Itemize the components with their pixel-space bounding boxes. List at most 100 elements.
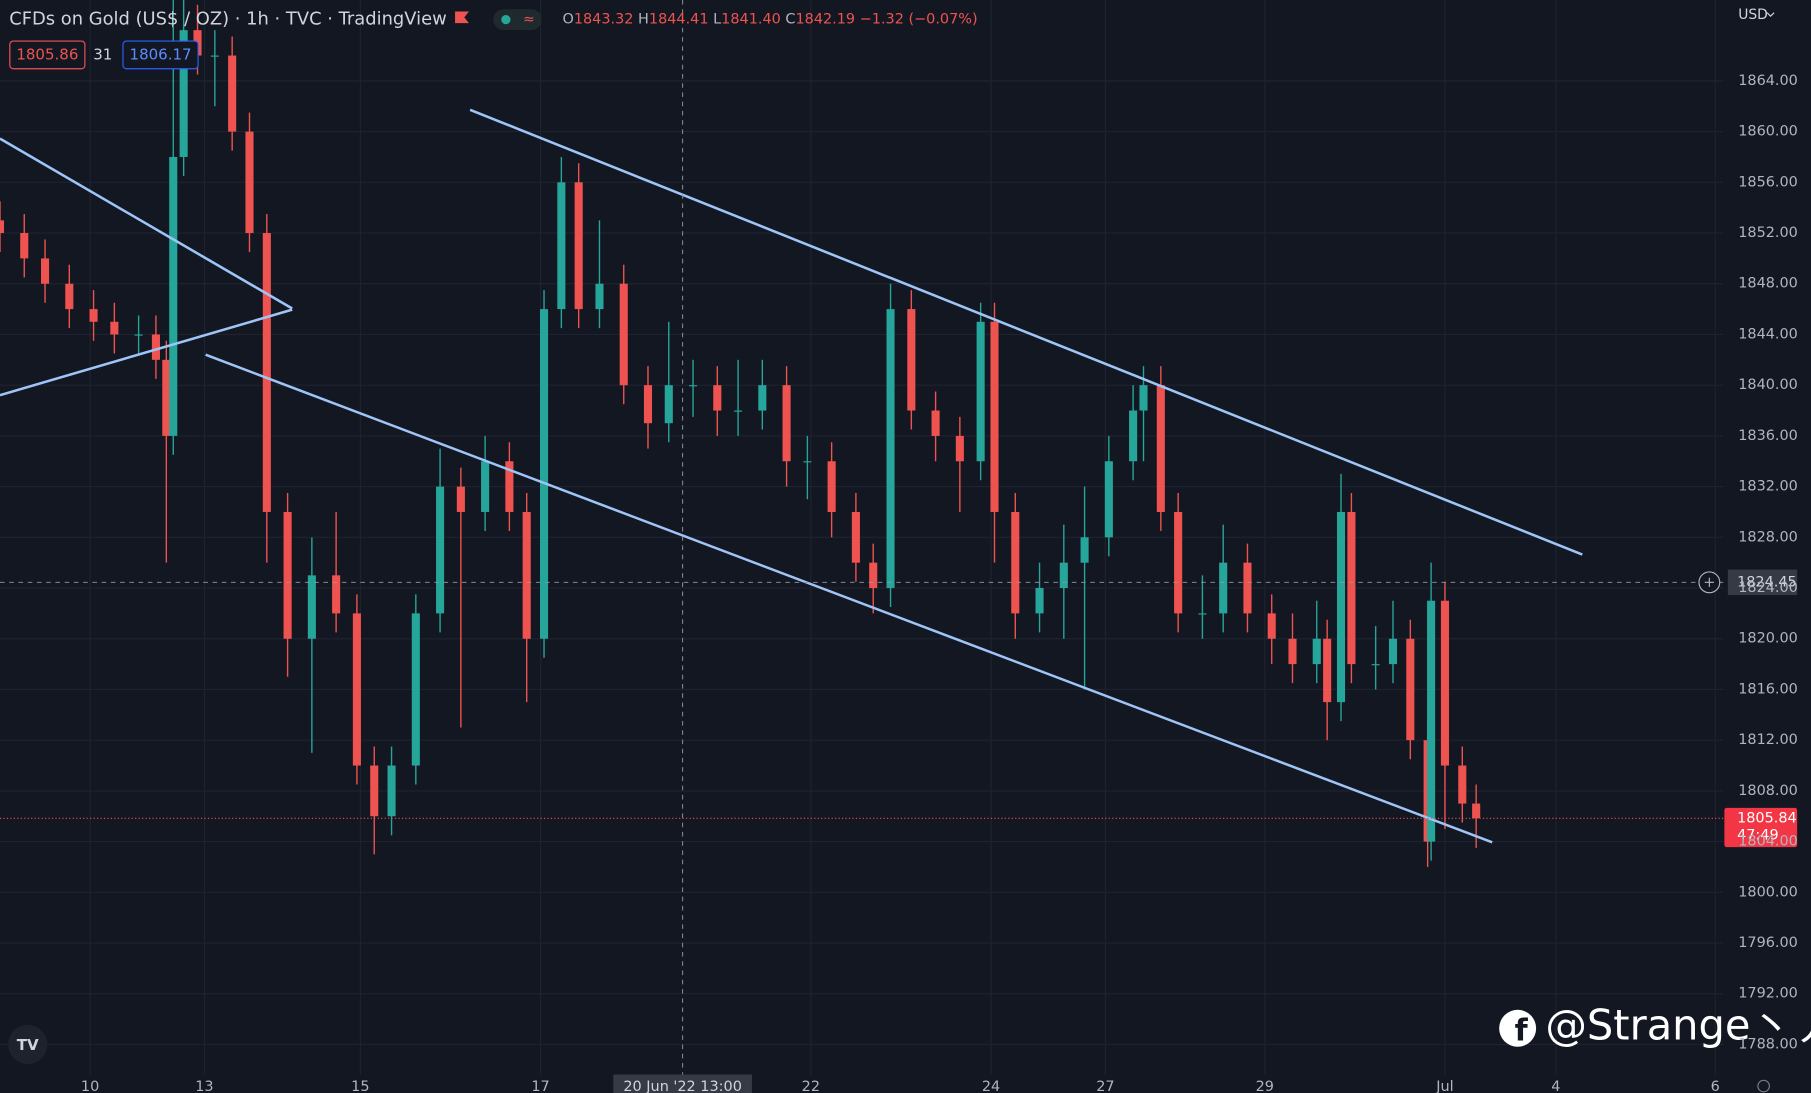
- ohlc-key: L: [713, 12, 721, 28]
- x-tick-label: 24: [982, 1079, 1000, 1093]
- trend-line[interactable]: [205, 353, 1493, 844]
- facebook-f: f: [1515, 1013, 1529, 1048]
- settings-icon[interactable]: [1757, 1079, 1770, 1093]
- candle-body: [976, 321, 985, 462]
- buy-button[interactable]: [122, 40, 199, 70]
- candle-body: [557, 182, 566, 310]
- y-tick-label: 1832.00: [1738, 479, 1798, 495]
- candle-body: [162, 359, 171, 436]
- y-tick-label: 1788.00: [1738, 1036, 1798, 1052]
- candle-body: [352, 613, 361, 766]
- crosshair-y-box: [1727, 569, 1798, 596]
- candle-body: [1440, 600, 1450, 766]
- candle-body: [332, 575, 341, 614]
- add-alert-plus: [1704, 577, 1714, 587]
- ohlc-key: O: [562, 12, 573, 28]
- trend-line[interactable]: [0, 137, 293, 310]
- candle-body: [734, 410, 743, 412]
- status-pill[interactable]: [493, 9, 542, 31]
- x-tick-label: 4: [1551, 1079, 1560, 1093]
- candle-body: [851, 511, 860, 563]
- spread: 31: [93, 45, 112, 63]
- trend-line[interactable]: [0, 308, 293, 397]
- crosshair-x-box: [613, 1074, 752, 1093]
- ohlc-value: 1844.41: [649, 12, 709, 28]
- x-tick-label: 27: [1096, 1079, 1114, 1093]
- candle-body: [1371, 664, 1380, 666]
- candle-body: [134, 334, 143, 336]
- candle-body: [387, 765, 396, 817]
- y-tick-label: 1840.00: [1738, 377, 1798, 393]
- y-tick-label: 1808.00: [1738, 783, 1798, 799]
- candle-body: [619, 283, 628, 386]
- candle-body: [907, 309, 916, 411]
- sell-price: 1805.86: [16, 45, 78, 63]
- candle-body: [262, 233, 271, 512]
- y-tick-label: 1860.00: [1738, 124, 1798, 140]
- candle-body: [1267, 613, 1276, 639]
- symbol-title[interactable]: CFDs on Gold (US$ / OZ) · 1h · TVC · Tra…: [9, 9, 446, 30]
- change: −1.32 (−0.07%): [860, 12, 978, 28]
- y-tick-label: 1844.00: [1738, 326, 1798, 342]
- candle-body: [574, 182, 583, 310]
- x-tick-label: 22: [802, 1079, 820, 1093]
- candle-body: [65, 283, 74, 310]
- ohlc-key: C: [785, 12, 795, 28]
- ohlc-value: 1843.32: [574, 12, 634, 28]
- y-tick-label: 1828.00: [1738, 529, 1798, 545]
- candle-body: [179, 30, 188, 157]
- last-price-box: [1724, 807, 1798, 848]
- y-tick-label: 1812.00: [1738, 732, 1798, 748]
- tv-logo[interactable]: [8, 1024, 48, 1065]
- chevron: [1766, 12, 1775, 17]
- ohlc-key: H: [638, 12, 649, 28]
- candle-body: [370, 765, 379, 817]
- sell-button[interactable]: [9, 40, 86, 70]
- y-tick-label: 1792.00: [1738, 986, 1798, 1002]
- y-tick-label: 1820.00: [1738, 631, 1798, 647]
- y-tick-label: 1800.00: [1738, 884, 1798, 900]
- candle-body: [931, 410, 940, 436]
- candle-body: [522, 511, 531, 639]
- trend-line[interactable]: [469, 108, 1583, 556]
- tv-logo-text: TV: [17, 1036, 39, 1054]
- y-tick-label: 1816.00: [1738, 681, 1798, 697]
- candle-body: [1198, 613, 1207, 615]
- currency-bg: [1723, 0, 1811, 33]
- candle-body: [1219, 562, 1228, 614]
- candle-body: [1472, 803, 1481, 819]
- status-dot: [501, 15, 511, 25]
- y-tick-label: 1864.00: [1738, 73, 1798, 89]
- candle-body: [713, 385, 722, 411]
- x-tick-label: 13: [195, 1079, 213, 1093]
- candle-body: [89, 309, 98, 322]
- candle-body: [869, 562, 878, 589]
- trend-lines: [0, 108, 1583, 844]
- candle-body: [169, 156, 178, 436]
- y-tick-label: 1836.00: [1738, 428, 1798, 444]
- candle-body: [539, 309, 549, 639]
- ohlc: O1843.32 H1844.41 L1841.40 C1842.19 −1.3…: [562, 12, 977, 28]
- candle-body: [1059, 562, 1068, 589]
- y-tick-label: 1804.00: [1738, 834, 1798, 850]
- candle-body: [481, 461, 490, 512]
- currency-button[interactable]: USD: [1738, 7, 1768, 23]
- candle-body: [151, 334, 160, 360]
- candle-body: [688, 385, 698, 387]
- candle-body: [1288, 638, 1297, 665]
- candle-body: [758, 385, 767, 411]
- candle-body: [1129, 410, 1138, 462]
- crosshair-y-label: 1824.45: [1737, 574, 1797, 590]
- candle-body: [228, 55, 237, 132]
- x-tick-label: 29: [1256, 1079, 1274, 1093]
- ohlc-value: 1841.40: [721, 12, 781, 28]
- candle-body: [436, 486, 445, 614]
- x-tick-label: 17: [531, 1079, 549, 1093]
- y-tick-label: 1856.00: [1738, 174, 1798, 190]
- flag-icon[interactable]: [455, 11, 469, 24]
- facebook-icon: [1499, 1009, 1537, 1047]
- candle-body: [0, 220, 5, 234]
- x-tick-label: 15: [351, 1079, 369, 1093]
- candle-body: [1139, 385, 1148, 411]
